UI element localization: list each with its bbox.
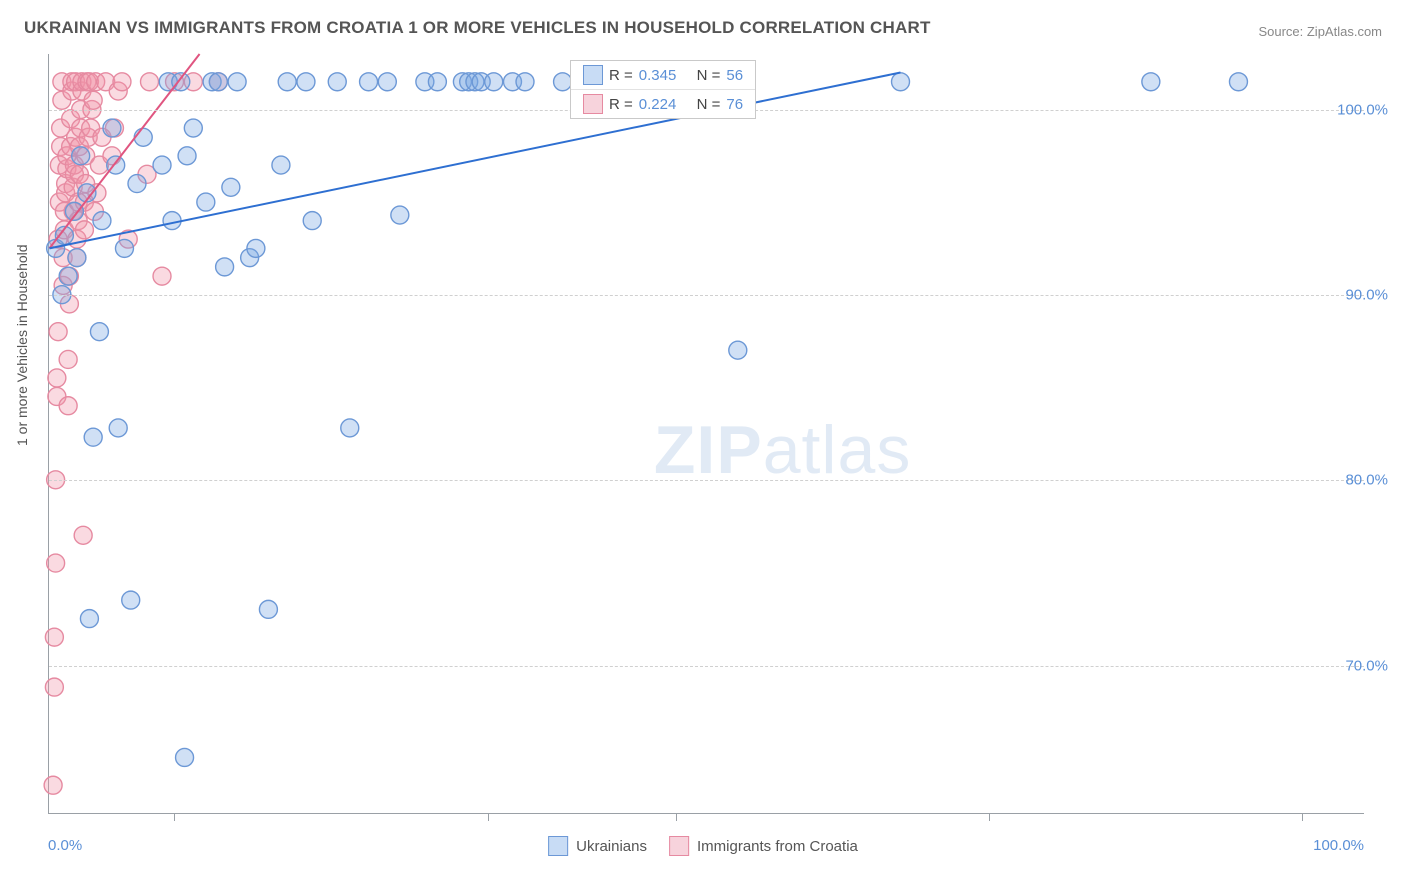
scatter-point: [485, 73, 503, 91]
legend-row-series-1: R = 0.224 N = 76: [571, 89, 755, 118]
y-tick-label: 70.0%: [1345, 657, 1388, 674]
scatter-point: [197, 193, 215, 211]
legend-swatch-series-0: [583, 65, 603, 85]
legend-swatch-bottom-0: [548, 836, 568, 856]
legend-n-value-0: 56: [726, 67, 743, 84]
legend-n-prefix: N =: [697, 67, 721, 84]
scatter-point: [49, 323, 67, 341]
x-tick: [676, 813, 677, 821]
scatter-point: [45, 628, 63, 646]
y-tick-label: 90.0%: [1345, 286, 1388, 303]
scatter-point: [247, 239, 265, 257]
legend-item-1: Immigrants from Croatia: [669, 836, 858, 856]
legend-r-prefix: R =: [609, 96, 633, 113]
y-axis-label: 1 or more Vehicles in Household: [14, 244, 30, 446]
scatter-point: [297, 73, 315, 91]
scatter-point: [278, 73, 296, 91]
scatter-point: [59, 397, 77, 415]
scatter-point: [141, 73, 159, 91]
plot-area: ZIPatlas: [48, 54, 1364, 814]
scatter-point: [554, 73, 572, 91]
scatter-point: [80, 610, 98, 628]
legend-n-value-1: 76: [726, 96, 743, 113]
legend-r-value-0: 0.345: [639, 67, 677, 84]
x-tick: [1302, 813, 1303, 821]
scatter-point: [45, 678, 63, 696]
chart-title: UKRAINIAN VS IMMIGRANTS FROM CROATIA 1 O…: [24, 18, 931, 38]
scatter-point: [134, 128, 152, 146]
scatter-point: [184, 119, 202, 137]
legend-item-0: Ukrainians: [548, 836, 647, 856]
scatter-point: [209, 73, 227, 91]
source-attribution: Source: ZipAtlas.com: [1258, 24, 1382, 39]
scatter-point: [59, 350, 77, 368]
scatter-point: [259, 600, 277, 618]
series-legend: Ukrainians Immigrants from Croatia: [548, 836, 858, 856]
scatter-point: [428, 73, 446, 91]
legend-label-1: Immigrants from Croatia: [697, 838, 858, 855]
scatter-point: [72, 147, 90, 165]
scatter-svg: [49, 54, 1364, 813]
legend-n-prefix: N =: [697, 96, 721, 113]
scatter-point: [84, 91, 102, 109]
scatter-point: [228, 73, 246, 91]
scatter-point: [44, 776, 62, 794]
correlation-legend: R = 0.345 N = 56 R = 0.224 N = 76: [570, 60, 756, 119]
trend-line: [49, 73, 900, 249]
y-tick-label: 100.0%: [1337, 101, 1388, 118]
scatter-point: [48, 369, 66, 387]
scatter-point: [122, 591, 140, 609]
scatter-point: [59, 267, 77, 285]
scatter-point: [153, 156, 171, 174]
scatter-point: [729, 341, 747, 359]
x-tick: [488, 813, 489, 821]
scatter-point: [272, 156, 290, 174]
scatter-point: [109, 419, 127, 437]
x-axis-max-label: 100.0%: [1313, 837, 1364, 854]
scatter-point: [74, 526, 92, 544]
scatter-point: [178, 147, 196, 165]
y-tick-label: 80.0%: [1345, 472, 1388, 489]
scatter-point: [360, 73, 378, 91]
scatter-point: [115, 239, 133, 257]
scatter-point: [516, 73, 534, 91]
scatter-point: [341, 419, 359, 437]
gridline: [49, 480, 1364, 481]
scatter-point: [113, 73, 131, 91]
x-axis-min-label: 0.0%: [48, 837, 82, 854]
scatter-point: [378, 73, 396, 91]
scatter-point: [65, 202, 83, 220]
scatter-point: [93, 212, 111, 230]
gridline: [49, 295, 1364, 296]
legend-swatch-series-1: [583, 94, 603, 114]
scatter-point: [84, 428, 102, 446]
scatter-point: [75, 221, 93, 239]
legend-swatch-bottom-1: [669, 836, 689, 856]
scatter-point: [892, 73, 910, 91]
scatter-point: [222, 178, 240, 196]
scatter-point: [47, 554, 65, 572]
x-tick: [989, 813, 990, 821]
x-tick: [174, 813, 175, 821]
legend-r-prefix: R =: [609, 67, 633, 84]
scatter-point: [303, 212, 321, 230]
scatter-point: [1229, 73, 1247, 91]
scatter-point: [216, 258, 234, 276]
scatter-point: [103, 119, 121, 137]
scatter-point: [68, 249, 86, 267]
scatter-point: [153, 267, 171, 285]
legend-r-value-1: 0.224: [639, 96, 677, 113]
legend-row-series-0: R = 0.345 N = 56: [571, 61, 755, 89]
legend-label-0: Ukrainians: [576, 838, 647, 855]
scatter-point: [163, 212, 181, 230]
scatter-point: [176, 748, 194, 766]
scatter-point: [391, 206, 409, 224]
scatter-point: [128, 175, 146, 193]
scatter-point: [1142, 73, 1160, 91]
scatter-point: [90, 323, 108, 341]
gridline: [49, 666, 1364, 667]
scatter-point: [328, 73, 346, 91]
